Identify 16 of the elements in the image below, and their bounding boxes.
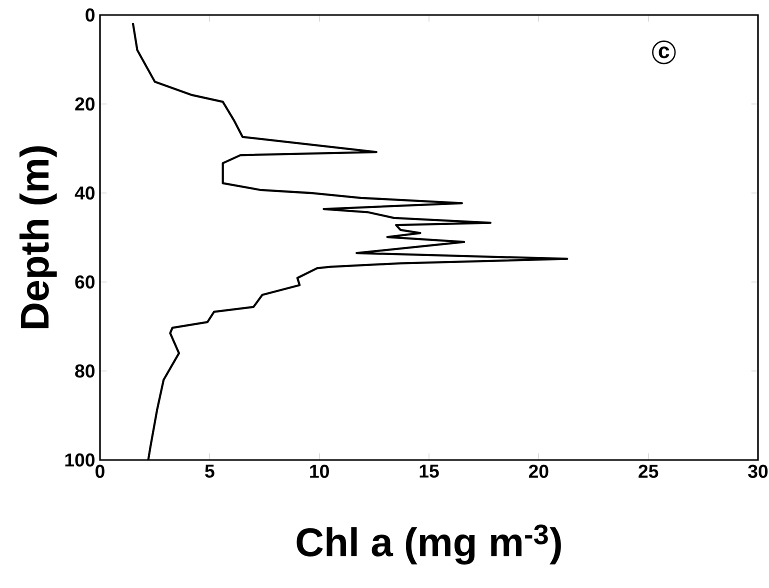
- y-tick-label: 40: [74, 186, 95, 200]
- y-axis-title: Depth (m): [20, 146, 57, 328]
- x-tick-label: 20: [528, 464, 548, 478]
- y-tick-label: 20: [75, 97, 95, 111]
- x-tick-label: 25: [638, 464, 658, 478]
- x-tick-label: 0: [96, 464, 104, 478]
- y-tick-label: 100: [65, 453, 95, 467]
- x-tick-label: 15: [420, 464, 439, 478]
- x-tick-label: 30: [748, 464, 768, 478]
- y-tick-label: 80: [75, 364, 95, 378]
- x-tick-label: 10: [310, 464, 329, 478]
- x-tick-label: 5: [205, 464, 214, 478]
- annotation: c: [658, 46, 670, 58]
- x-axis-title: Chl a (mg m$^{-3}$): [296, 524, 561, 565]
- y-tick-label: 60: [75, 275, 95, 289]
- y-tick-label: 0: [86, 8, 95, 22]
